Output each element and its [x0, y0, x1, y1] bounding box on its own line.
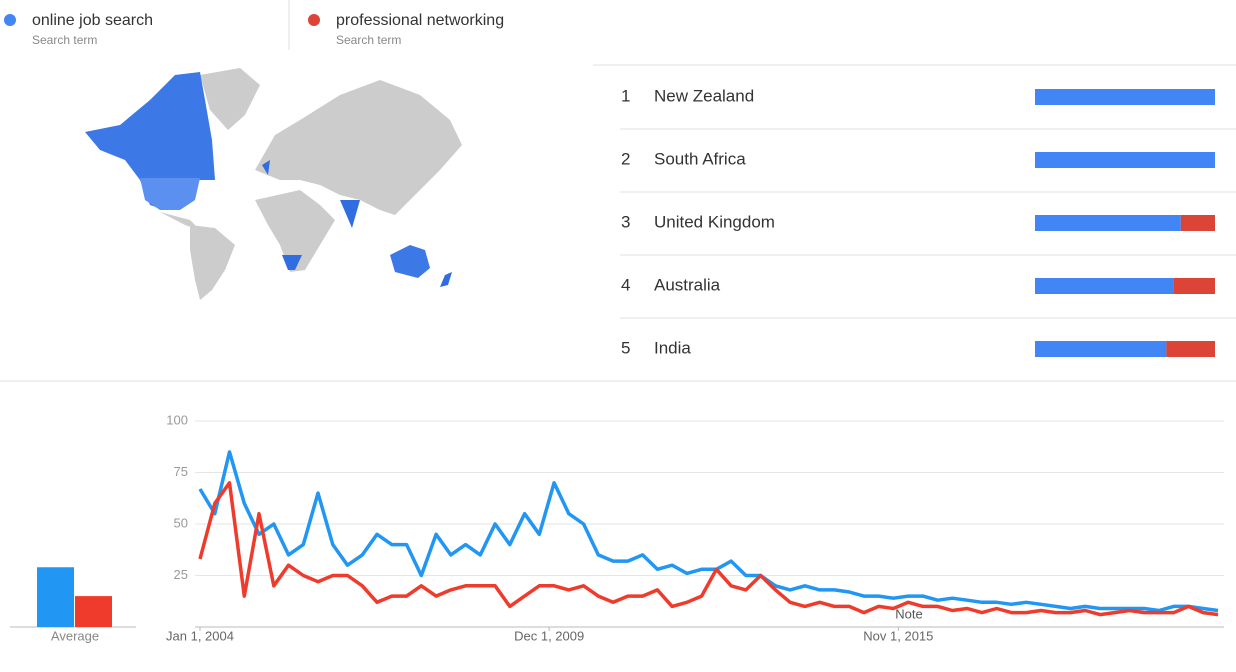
legend-term: online job search — [32, 12, 153, 29]
region-name: South Africa — [654, 149, 746, 168]
eurasia — [255, 80, 462, 215]
region-rank: 3 — [621, 212, 630, 231]
y-tick-label: 25 — [174, 567, 188, 582]
legend-dot — [308, 14, 320, 26]
united-states — [140, 178, 200, 210]
south-america — [190, 225, 235, 300]
y-tick-label: 50 — [174, 515, 188, 530]
region-bar — [1035, 152, 1215, 168]
africa — [255, 190, 335, 272]
region-rank: 4 — [621, 275, 630, 294]
annotation: Note — [895, 606, 922, 621]
greenland — [200, 68, 260, 130]
legend-sublabel: Search term — [336, 33, 401, 47]
series-line — [198, 450, 1219, 613]
x-tick-label: Jan 1, 2004 — [166, 628, 234, 643]
region-bar — [1035, 89, 1215, 105]
region-rank: 1 — [621, 86, 630, 105]
y-tick-label: 100 — [166, 412, 188, 427]
average-bar — [75, 596, 112, 627]
region-name: New Zealand — [654, 86, 754, 105]
region-bar — [1166, 341, 1215, 357]
region-bar — [1035, 215, 1181, 231]
region-bar — [1180, 215, 1215, 231]
united-kingdom — [262, 160, 270, 175]
region-name: United Kingdom — [654, 212, 775, 231]
average-label: Average — [51, 628, 99, 643]
average-bar — [37, 567, 74, 627]
region-bar — [1035, 278, 1174, 294]
legend-dot — [4, 14, 16, 26]
legend-term: professional networking — [336, 12, 504, 29]
series-line — [198, 481, 1219, 617]
region-name: India — [654, 338, 691, 357]
south-africa — [282, 255, 302, 270]
north-america — [85, 72, 215, 210]
new-zealand — [440, 272, 452, 287]
y-tick-label: 75 — [174, 464, 188, 479]
australia — [390, 245, 430, 278]
world-map — [85, 68, 462, 300]
x-tick-label: Nov 1, 2015 — [863, 628, 933, 643]
legend-sublabel: Search term — [32, 33, 97, 47]
india — [340, 200, 360, 228]
region-bar — [1035, 341, 1167, 357]
region-rank: 5 — [621, 338, 630, 357]
region-name: Australia — [654, 275, 721, 294]
region-bar — [1173, 278, 1215, 294]
region-rank: 2 — [621, 149, 630, 168]
x-tick-label: Dec 1, 2009 — [514, 628, 584, 643]
